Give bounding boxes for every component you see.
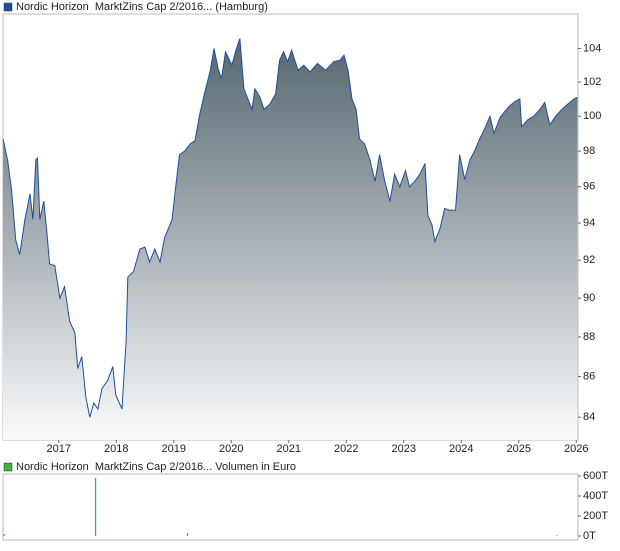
legend-swatch [3,2,13,12]
volume-bar [186,533,189,536]
y-tick-label: 0T [583,530,596,542]
y-tick-label: 88 [583,331,595,343]
x-tick-label: 2024 [449,443,473,455]
y-tick-label: 96 [583,181,595,193]
x-tick-label: 2026 [564,443,588,455]
price-line [2,38,578,418]
x-tick-label: 2025 [507,443,531,455]
y-tick-label: 98 [583,145,595,157]
y-tick-label: 100 [583,110,601,122]
area-fill [3,38,578,440]
y-tick-label: 92 [583,254,595,266]
x-tick-label: 2017 [47,443,71,455]
x-tick-label: 2019 [162,443,186,455]
x-tick-label: 2021 [277,443,301,455]
y-tick-label: 86 [583,371,595,383]
x-tick-label: 2018 [104,443,128,455]
legend-label: Nordic Horizon MarktZins Cap 2/2016... V… [16,461,296,473]
x-tick-label: 2023 [392,443,416,455]
legend-swatch [3,462,13,472]
y-tick-label: 84 [583,411,595,423]
y-tick-label: 94 [583,217,595,229]
volume-bar [3,534,5,536]
y-tick-label: 104 [583,42,601,54]
x-tick-label: 2020 [219,443,243,455]
volume-frame [2,473,579,541]
y-tick-label: 600T [583,470,608,482]
volume-bar [94,478,97,536]
volume-bar [556,535,558,536]
x-tick-label: 2022 [334,443,358,455]
y-tick-label: 400T [583,490,608,502]
y-tick-label: 200T [583,510,608,522]
y-tick-label: 90 [583,292,595,304]
y-tick-label: 102 [583,76,601,88]
legend-label: Nordic Horizon MarktZins Cap 2/2016... (… [16,1,268,13]
